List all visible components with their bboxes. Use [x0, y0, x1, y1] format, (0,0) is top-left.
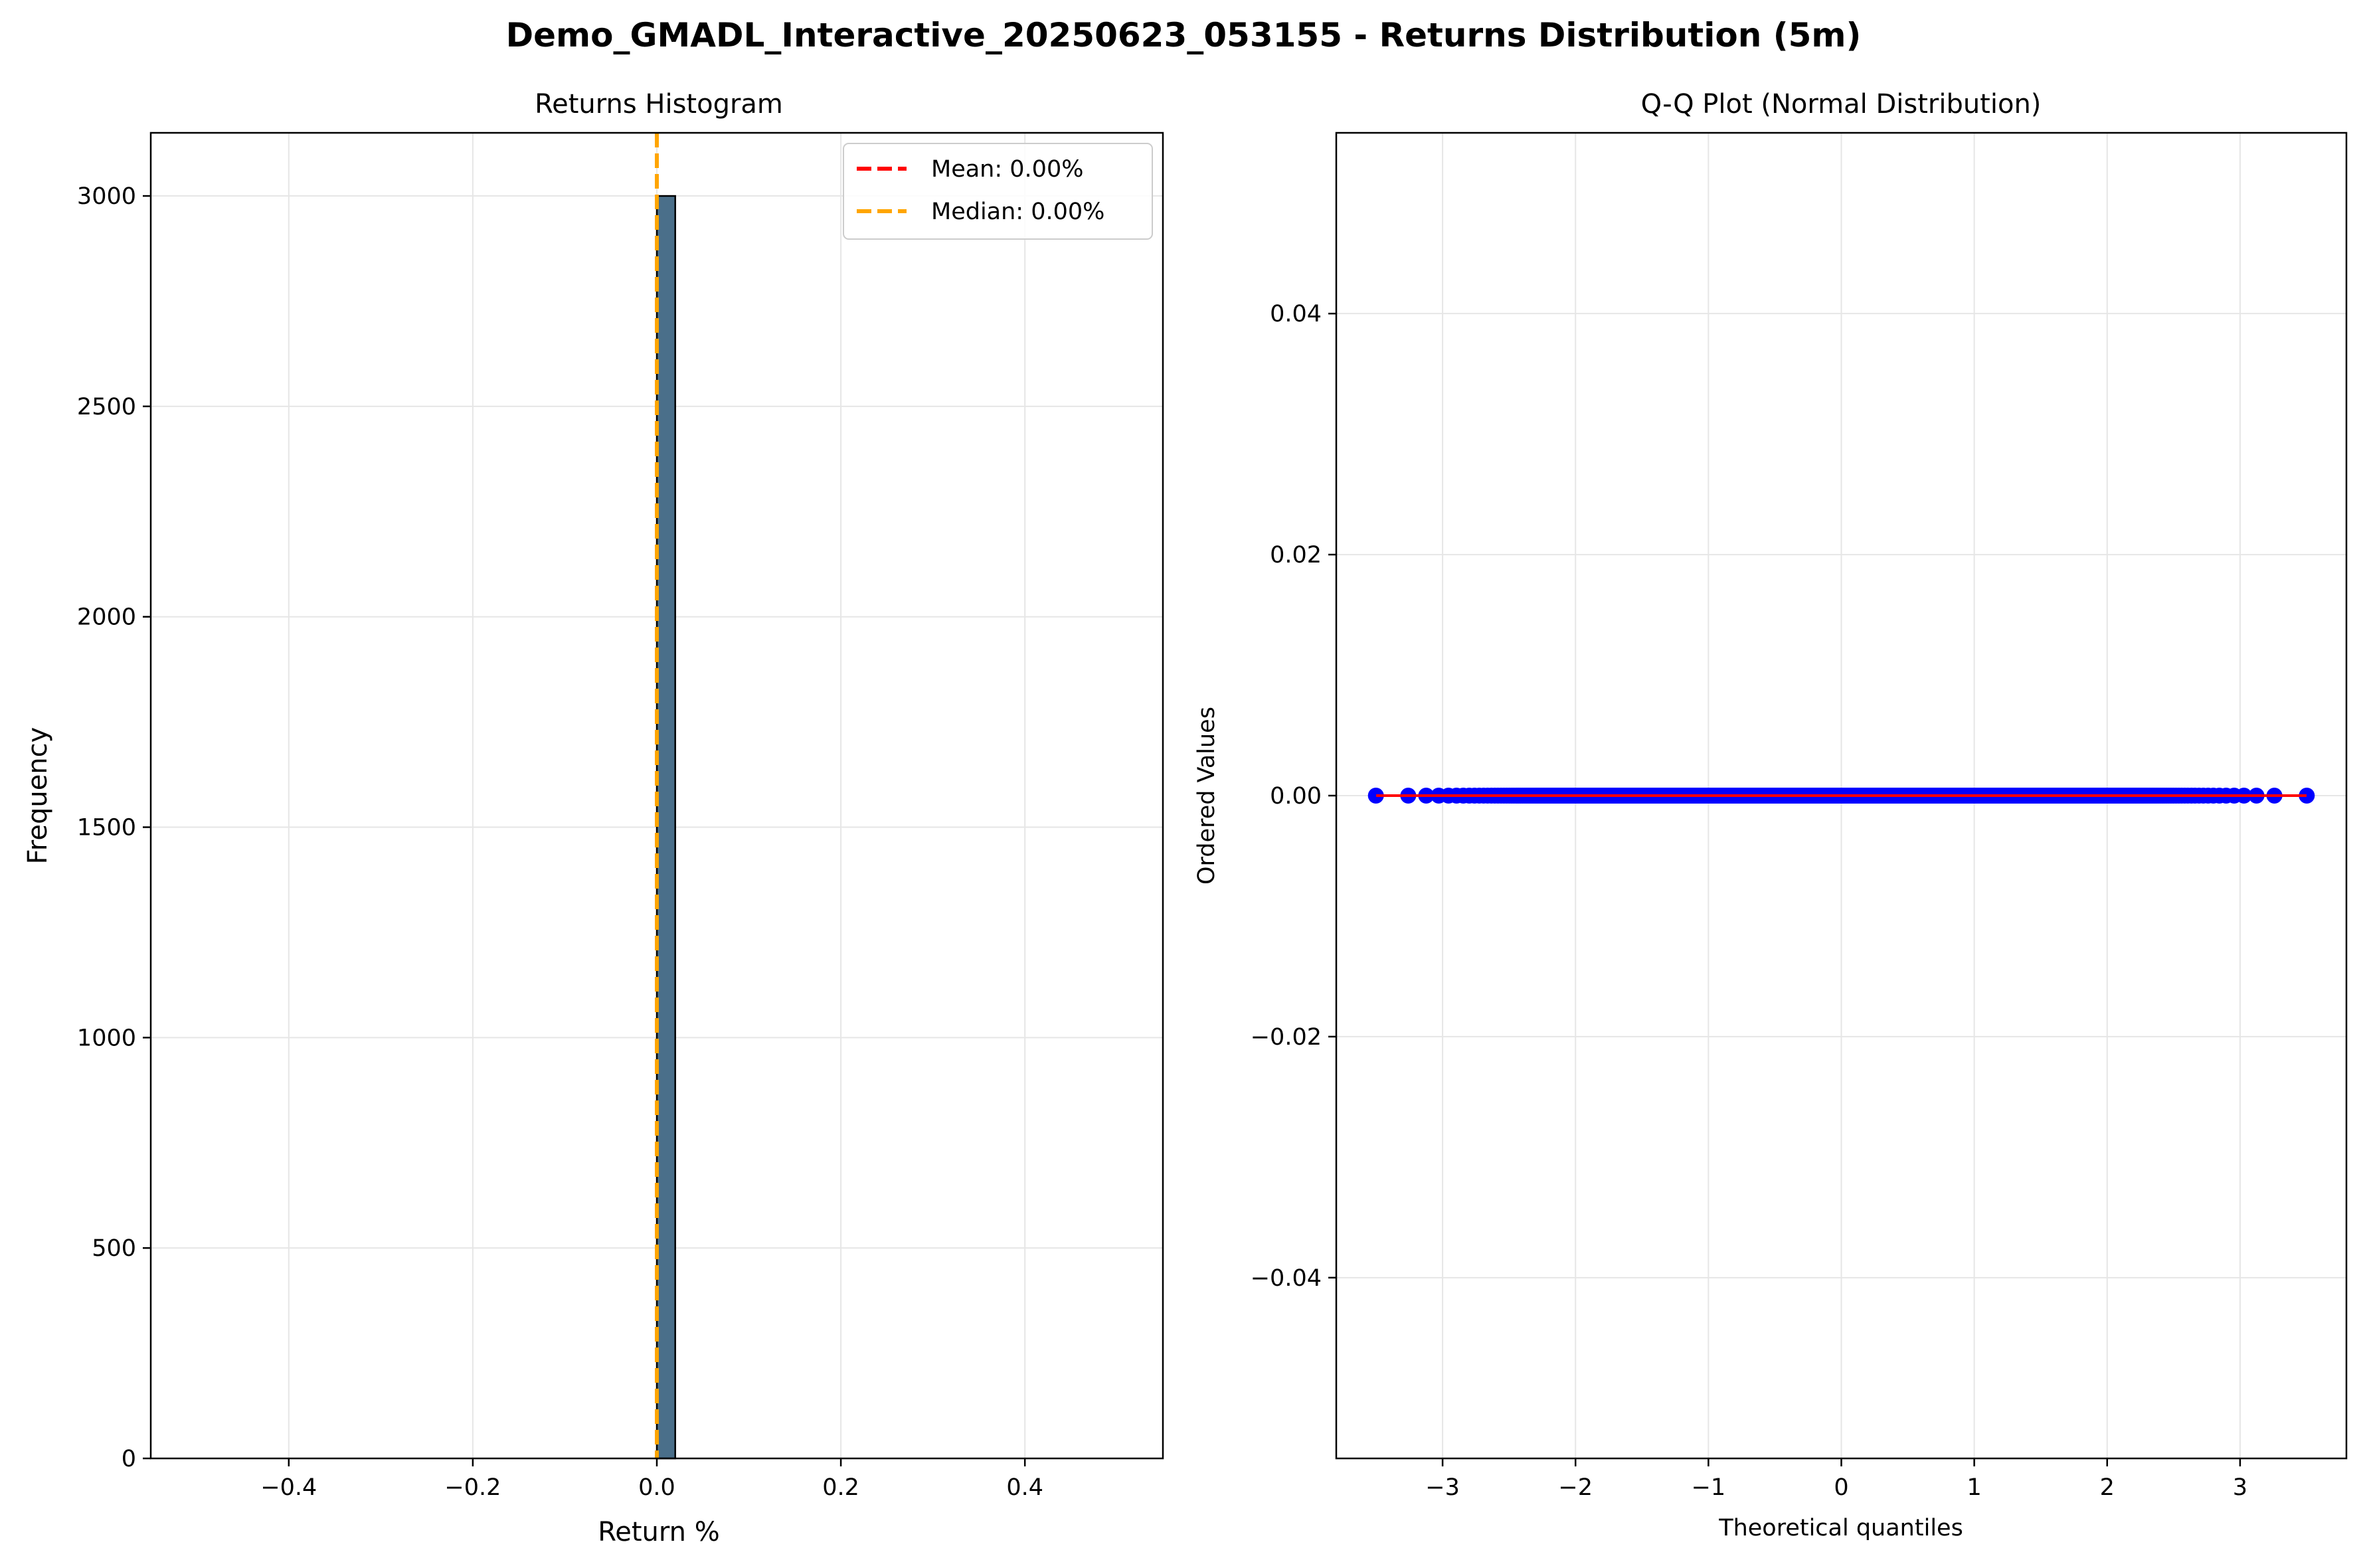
- histogram-x-label: Return %: [598, 1517, 719, 1547]
- legend-mean-label: Mean: 0.00%: [931, 156, 1083, 183]
- histogram-y-tick-label: 2500: [77, 394, 136, 420]
- histogram-x-tick-label: −0.4: [260, 1474, 317, 1501]
- qq-plot-x-ticks: −3 −2 −1 0 1 2 3: [1425, 1458, 2247, 1501]
- qq-plot-x-tick-label: 3: [2233, 1474, 2247, 1501]
- qq-plot-point: [1367, 788, 1384, 804]
- qq-plot-y-tick-label: 0.04: [1270, 301, 1322, 327]
- qq-plot-y-label: Ordered Values: [1193, 707, 1220, 885]
- qq-plot-title: Q-Q Plot (Normal Distribution): [1641, 89, 2042, 120]
- qq-plot-y-ticks: −0.04 −0.02 0.00 0.02 0.04: [1251, 301, 1336, 1292]
- histogram-y-ticks: 0 500 1000 1500 2000 2500 3000: [77, 183, 151, 1472]
- qq-plot-y-tick-label: −0.04: [1251, 1265, 1322, 1292]
- histogram-x-tick-label: 0.2: [822, 1474, 859, 1501]
- qq-plot-y-tick-label: −0.02: [1251, 1024, 1322, 1051]
- figure-suptitle: Demo_GMADL_Interactive_20250623_053155 -…: [506, 16, 1862, 54]
- qq-plot-x-tick-label: −2: [1558, 1474, 1593, 1501]
- histogram-title: Returns Histogram: [535, 89, 783, 120]
- histogram-y-tick-label: 1000: [77, 1025, 136, 1051]
- qq-plot-y-tick-label: 0.02: [1270, 542, 1322, 568]
- qq-plot-point: [2299, 788, 2315, 804]
- legend-box: [843, 143, 1153, 240]
- qq-plot-x-tick-label: 0: [1834, 1474, 1848, 1501]
- legend-median-label: Median: 0.00%: [931, 199, 1104, 225]
- histogram-y-label: Frequency: [23, 727, 53, 865]
- histogram-legend: Mean: 0.00% Median: 0.00%: [843, 143, 1153, 240]
- qq-plot-panel: Q-Q Plot (Normal Distribution) −3 −2 −1 0 1 2…: [1193, 89, 2348, 1541]
- histogram-x-tick-label: 0.0: [638, 1474, 675, 1501]
- qq-plot-y-tick-label: 0.00: [1270, 783, 1322, 810]
- histogram-x-ticks: −0.4 −0.2 0.0 0.2 0.4: [260, 1458, 1043, 1501]
- qq-plot-x-tick-label: −3: [1425, 1474, 1460, 1501]
- qq-plot-x-tick-label: 2: [2100, 1474, 2115, 1501]
- histogram-y-tick-label: 500: [92, 1235, 136, 1262]
- histogram-y-tick-label: 3000: [77, 183, 136, 210]
- qq-plot-x-tick-label: 1: [1967, 1474, 1981, 1501]
- histogram-y-tick-label: 0: [122, 1446, 136, 1472]
- histogram-bar: [656, 195, 676, 1460]
- histogram-y-tick-label: 1500: [77, 815, 136, 841]
- qq-plot-x-tick-label: −1: [1692, 1474, 1726, 1501]
- histogram-panel: Returns Histogram −0.4 −0.2 0.0 0.2 0.4 0 500…: [23, 89, 1164, 1547]
- qq-plot-x-label: Theoretical quantiles: [1718, 1515, 1963, 1541]
- histogram-x-tick-label: −0.2: [444, 1474, 501, 1501]
- histogram-y-tick-label: 2000: [77, 604, 136, 631]
- histogram-x-tick-label: 0.4: [1006, 1474, 1043, 1501]
